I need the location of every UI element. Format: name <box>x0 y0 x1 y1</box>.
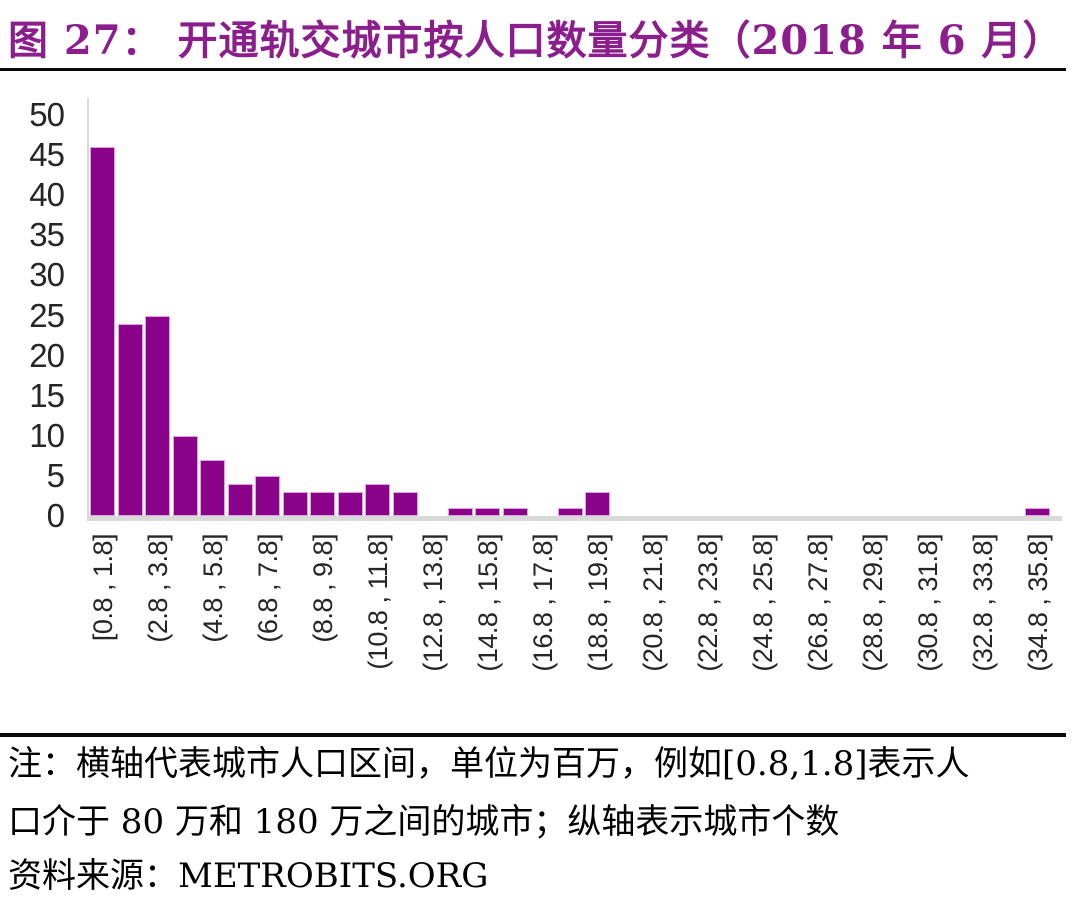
histogram-bar <box>90 147 115 516</box>
y-axis-tick-label: 30 <box>29 256 65 294</box>
histogram-bar <box>337 491 363 516</box>
title-divider <box>0 68 1066 71</box>
y-axis-tick-label: 25 <box>29 296 65 334</box>
x-axis-tick-label: (26.8 , 27.8] <box>802 534 833 672</box>
histogram-bar <box>310 491 335 516</box>
x-axis-tick-label: (12.8 , 13.8] <box>417 534 448 672</box>
histogram-bar <box>557 507 583 516</box>
note-line-2: 口介于 80 万和 180 万之间的城市；纵轴表示城市个数 <box>8 802 840 842</box>
histogram-bar <box>172 435 198 516</box>
y-axis-tick-label: 40 <box>29 176 65 214</box>
x-axis-tick-label: (30.8 , 31.8] <box>912 534 943 672</box>
y-axis-tick-label: 20 <box>29 336 65 374</box>
histogram-bar <box>282 491 308 516</box>
x-axis-tick-label: (20.8 , 21.8] <box>637 534 668 672</box>
x-axis-line <box>87 516 1062 521</box>
x-axis-tick-label: (10.8 , 11.8] <box>362 534 393 670</box>
histogram-bar <box>1025 507 1050 516</box>
x-axis-tick-label: (14.8 , 15.8] <box>472 534 503 672</box>
note-divider <box>0 733 1066 737</box>
histogram-bar <box>585 491 610 516</box>
histogram-bar <box>475 507 500 516</box>
figure-title: 图 27： 开通轨交城市按人口数量分类（2018 年 6 月） <box>8 17 1064 64</box>
x-axis-tick-label: (16.8 , 17.8] <box>527 534 558 672</box>
histogram-bar <box>145 315 170 516</box>
y-axis-tick-label: 0 <box>46 497 65 534</box>
x-axis-tick-label: (6.8 , 7.8] <box>252 534 283 643</box>
y-axis-tick-label: 10 <box>29 416 65 454</box>
x-axis-tick-label: [0.8 , 1.8] <box>87 534 118 642</box>
histogram-bar <box>392 491 418 516</box>
histogram-bar <box>502 507 528 516</box>
histogram-bar <box>200 459 225 516</box>
x-axis-tick-label: (24.8 , 25.8] <box>747 534 778 672</box>
y-axis-tick-label: 50 <box>29 96 65 133</box>
histogram-bar <box>255 475 280 516</box>
x-axis-tick-label: (2.8 , 3.8] <box>142 534 173 643</box>
y-axis-tick-label: 35 <box>29 216 65 254</box>
source-line: 资料来源：METROBITS.ORG <box>8 856 489 896</box>
y-axis-tick-label: 15 <box>29 376 65 414</box>
histogram-bar <box>227 483 253 516</box>
x-axis-tick-label: (32.8 , 33.8] <box>967 534 998 672</box>
note-line-1: 注：横轴代表城市人口区间，单位为百万，例如[0.8,1.8]表示人 <box>8 744 970 784</box>
x-axis-tick-label: (22.8 , 23.8] <box>692 534 723 672</box>
x-axis-tick-label: (28.8 , 29.8] <box>857 534 888 672</box>
x-axis-tick-label: (4.8 , 5.8] <box>197 534 228 643</box>
x-axis-tick-label: (8.8 , 9.8] <box>307 534 338 643</box>
histogram-bar <box>447 507 473 516</box>
histogram-bar <box>365 483 390 516</box>
y-axis-tick-label: 5 <box>46 456 65 494</box>
x-axis-tick-label: (18.8 , 19.8] <box>582 534 613 672</box>
y-axis-tick-label: 45 <box>29 136 65 174</box>
histogram-bar <box>117 323 143 516</box>
y-axis-line <box>87 98 89 516</box>
histogram-plot: 0 5 10 15 20 25 30 35 40 45 50 [0.8 , 1.8] (2.8 , 3… <box>29 96 1062 672</box>
x-axis-tick-label: (34.8 , 35.8] <box>1022 534 1053 672</box>
